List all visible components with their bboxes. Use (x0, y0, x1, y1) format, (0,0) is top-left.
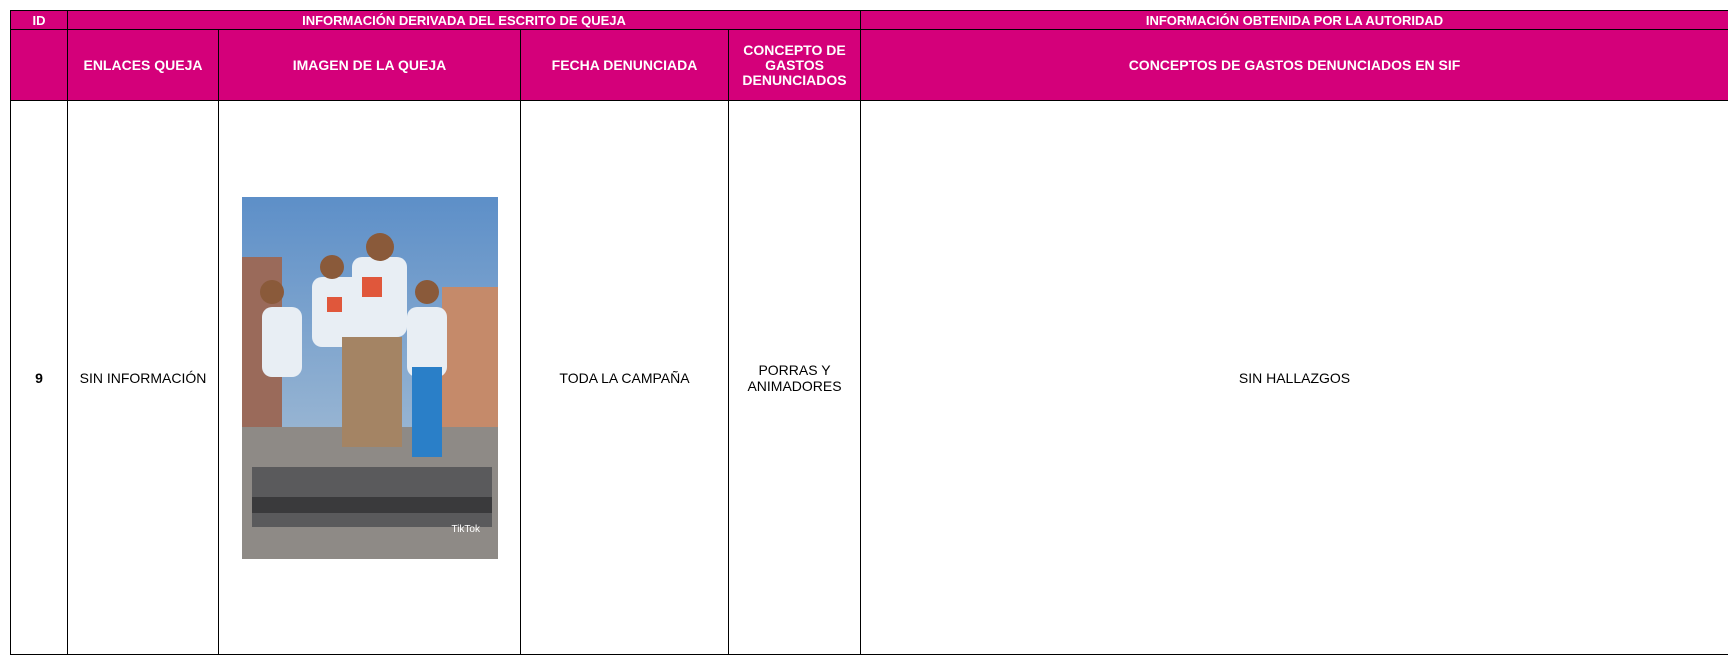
column-header: CONCEPTO DE GASTOS DENUNCIADOS (727, 29, 862, 101)
cell: SIN HALLAZGOS (860, 100, 1728, 655)
column-header: FECHA DENUNCIADA (520, 29, 729, 101)
cell: SIN INFORMACIÓN (67, 100, 219, 655)
image-cell: TikTok (218, 100, 521, 655)
group-header-row: ID INFORMACIÓN DERIVADA DEL ESCRITO DE Q… (10, 10, 1728, 30)
complaint-image: TikTok (241, 196, 498, 559)
column-header: IMAGEN DE LA QUEJA (218, 29, 521, 101)
group-header: ID (10, 10, 68, 30)
cell: TODA LA CAMPAÑA (520, 100, 729, 655)
column-header (10, 29, 68, 101)
column-header: CONCEPTOS DE GASTOS DENUNCIADOS EN SIF (860, 29, 1728, 101)
image-caption: TikTok (451, 524, 481, 535)
cell: 9 (10, 100, 68, 655)
column-header-row: ENLACES QUEJA IMAGEN DE LA QUEJA FECHA D… (10, 29, 1728, 101)
cell: PORRAS Y ANIMADORES (727, 100, 862, 655)
column-header: ENLACES QUEJA (67, 29, 219, 101)
group-header: INFORMACIÓN DERIVADA DEL ESCRITO DE QUEJ… (66, 10, 862, 30)
data-row: 9 SIN INFORMACIÓN TikTok TODA LA CAMPAÑA… (10, 100, 1728, 655)
group-header: INFORMACIÓN OBTENIDA POR LA AUTORIDAD (860, 10, 1728, 30)
complaint-table: ID INFORMACIÓN DERIVADA DEL ESCRITO DE Q… (10, 10, 1728, 655)
